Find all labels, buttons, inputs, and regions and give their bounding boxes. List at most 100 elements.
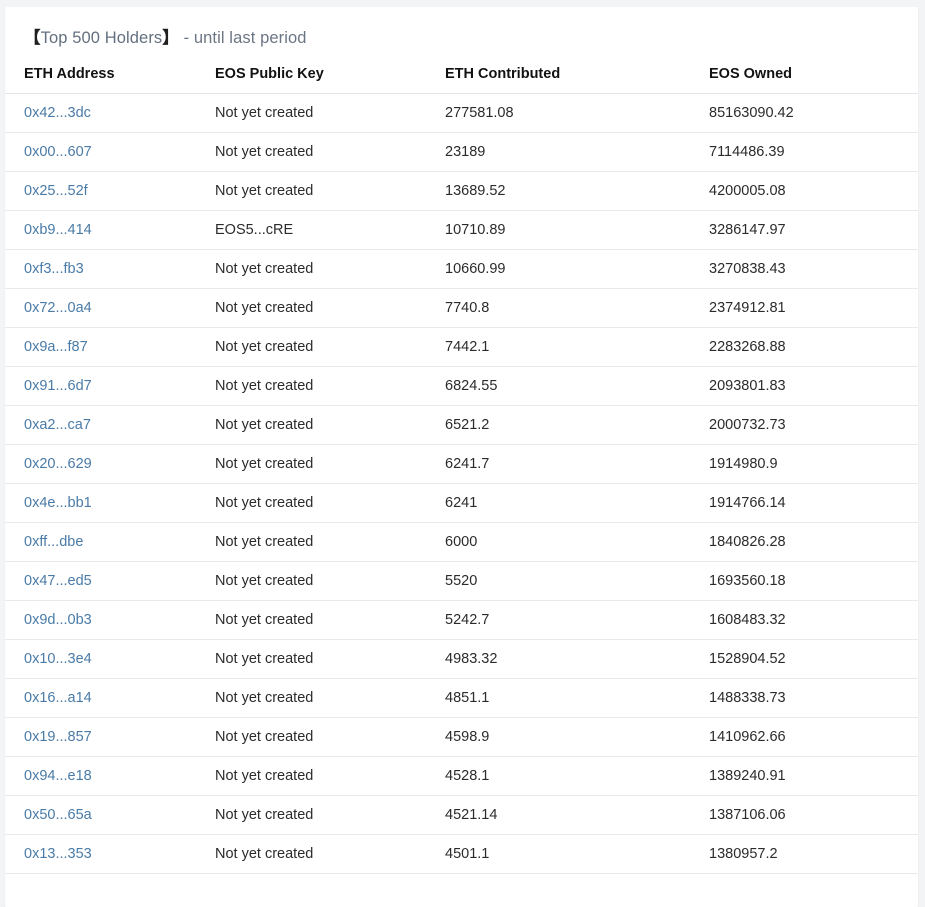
- cell-eos-public-key: Not yet created: [215, 288, 445, 328]
- cell-eth-contributed: 5242.7: [445, 600, 709, 640]
- cell-eth-contributed: 4851.1: [445, 678, 709, 718]
- cell-eth-contributed: 4501.1: [445, 834, 709, 874]
- column-header-eth-contributed: ETH Contributed: [445, 65, 709, 94]
- eth-address-link[interactable]: 0x50...65a: [24, 806, 92, 823]
- table-row: 0x25...52f Not yet created 13689.52 4200005…: [5, 171, 918, 211]
- cell-eos-public-key: Not yet created: [215, 600, 445, 640]
- cell-eos-owned: 1528904.52: [709, 639, 918, 679]
- cell-eos-owned: 2283268.88: [709, 327, 918, 367]
- page-title: 【Top 500 Holders】 - until last period: [5, 7, 918, 49]
- cell-eth-contributed: 7442.1: [445, 327, 709, 367]
- eth-address-link[interactable]: 0x4e...bb1: [24, 494, 92, 511]
- table-row: 0x4e...bb1 Not yet created 6241 1914766.14: [5, 483, 918, 523]
- column-header-eos-public-key: EOS Public Key: [215, 65, 445, 94]
- table-row: 0x13...353 Not yet created 4501.1 1380957.2: [5, 834, 918, 874]
- cell-eos-public-key: Not yet created: [215, 561, 445, 601]
- page-root: 【Top 500 Holders】 - until last period ET…: [5, 7, 918, 907]
- table-row: 0x00...607 Not yet created 23189 7114486.39: [5, 132, 918, 172]
- column-header-eos-owned: EOS Owned: [709, 65, 918, 94]
- cell-eos-public-key: Not yet created: [215, 834, 445, 874]
- top-holders-card: 【Top 500 Holders】 - until last period ET…: [5, 7, 918, 907]
- eth-address-link[interactable]: 0xa2...ca7: [24, 416, 91, 433]
- cell-eth-address: 0x9a...f87: [5, 327, 215, 367]
- cell-eth-address: 0xb9...414: [5, 210, 215, 250]
- cell-eos-owned: 1410962.66: [709, 717, 918, 757]
- table-row: 0x9d...0b3 Not yet created 5242.7 1608483.3…: [5, 600, 918, 640]
- table-row: 0x50...65a Not yet created 4521.14 1387106.…: [5, 795, 918, 835]
- eth-address-link[interactable]: 0xf3...fb3: [24, 260, 84, 277]
- cell-eth-address: 0xa2...ca7: [5, 405, 215, 445]
- table-header: ETH Address EOS Public Key ETH Contribut…: [5, 65, 918, 94]
- cell-eth-address: 0x91...6d7: [5, 366, 215, 406]
- title-subtitle: - until last period: [178, 29, 307, 47]
- cell-eos-public-key: Not yet created: [215, 756, 445, 796]
- title-bracket-open: 【: [24, 29, 41, 47]
- cell-eos-public-key: Not yet created: [215, 132, 445, 172]
- cell-eth-contributed: 13689.52: [445, 171, 709, 211]
- table-row: 0x91...6d7 Not yet created 6824.55 2093801.…: [5, 366, 918, 406]
- table-row: 0xa2...ca7 Not yet created 6521.2 2000732.7…: [5, 405, 918, 445]
- cell-eth-address: 0x25...52f: [5, 171, 215, 211]
- eth-address-link[interactable]: 0x42...3dc: [24, 104, 91, 121]
- cell-eos-public-key: Not yet created: [215, 444, 445, 484]
- eth-address-link[interactable]: 0x91...6d7: [24, 377, 92, 394]
- cell-eos-public-key: Not yet created: [215, 93, 445, 133]
- cell-eos-owned: 4200005.08: [709, 171, 918, 211]
- cell-eos-owned: 1488338.73: [709, 678, 918, 718]
- eth-address-link[interactable]: 0x94...e18: [24, 767, 92, 784]
- table-row: 0x10...3e4 Not yet created 4983.32 1528904.…: [5, 639, 918, 679]
- eth-address-link[interactable]: 0xb9...414: [24, 221, 92, 238]
- eth-address-link[interactable]: 0x19...857: [24, 728, 92, 745]
- cell-eth-address: 0x00...607: [5, 132, 215, 172]
- cell-eos-owned: 1840826.28: [709, 522, 918, 562]
- eth-address-link[interactable]: 0xff...dbe: [24, 533, 84, 550]
- cell-eos-owned: 1380957.2: [709, 834, 918, 874]
- table-row: 0xff...dbe Not yet created 6000 1840826.28: [5, 522, 918, 562]
- cell-eos-owned: 85163090.42: [709, 93, 918, 133]
- eth-address-link[interactable]: 0x47...ed5: [24, 572, 92, 589]
- cell-eos-owned: 1693560.18: [709, 561, 918, 601]
- cell-eth-contributed: 6521.2: [445, 405, 709, 445]
- title-main-text: Top 500 Holders: [40, 29, 163, 47]
- eth-address-link[interactable]: 0x25...52f: [24, 182, 88, 199]
- cell-eos-owned: 3286147.97: [709, 210, 918, 250]
- eth-address-link[interactable]: 0x10...3e4: [24, 650, 92, 667]
- eth-address-link[interactable]: 0x9a...f87: [24, 338, 88, 355]
- cell-eos-owned: 1914766.14: [709, 483, 918, 523]
- cell-eth-contributed: 4521.14: [445, 795, 709, 835]
- cell-eth-address: 0x19...857: [5, 717, 215, 757]
- table-row: 0x47...ed5 Not yet created 5520 1693560.18: [5, 561, 918, 601]
- table-row: 0x20...629 Not yet created 6241.7 1914980.9: [5, 444, 918, 484]
- cell-eth-address: 0x47...ed5: [5, 561, 215, 601]
- cell-eth-contributed: 4598.9: [445, 717, 709, 757]
- table-row: 0xf3...fb3 Not yet created 10660.99 3270838…: [5, 249, 918, 289]
- cell-eos-public-key: Not yet created: [215, 522, 445, 562]
- eth-address-link[interactable]: 0x72...0a4: [24, 299, 92, 316]
- eth-address-link[interactable]: 0x13...353: [24, 845, 92, 862]
- cell-eth-contributed: 277581.08: [445, 93, 709, 133]
- cell-eth-address: 0x9d...0b3: [5, 600, 215, 640]
- cell-eos-owned: 1387106.06: [709, 795, 918, 835]
- cell-eos-public-key: Not yet created: [215, 483, 445, 523]
- cell-eth-contributed: 6000: [445, 522, 709, 562]
- eth-address-link[interactable]: 0x9d...0b3: [24, 611, 92, 628]
- cell-eth-contributed: 4983.32: [445, 639, 709, 679]
- table-body: 0x42...3dc Not yet created 277581.08 851630…: [5, 93, 918, 874]
- cell-eth-contributed: 7740.8: [445, 288, 709, 328]
- cell-eos-public-key: Not yet created: [215, 366, 445, 406]
- cell-eos-owned: 7114486.39: [709, 132, 918, 172]
- cell-eth-contributed: 10710.89: [445, 210, 709, 250]
- eth-address-link[interactable]: 0x16...a14: [24, 689, 92, 706]
- cell-eth-address: 0x10...3e4: [5, 639, 215, 679]
- cell-eth-address: 0xff...dbe: [5, 522, 215, 562]
- table-row: 0x9a...f87 Not yet created 7442.1 2283268.8…: [5, 327, 918, 367]
- cell-eos-public-key: Not yet created: [215, 405, 445, 445]
- eth-address-link[interactable]: 0x20...629: [24, 455, 92, 472]
- cell-eos-public-key: EOS5...cRE: [215, 210, 445, 250]
- eth-address-link[interactable]: 0x00...607: [24, 143, 92, 160]
- cell-eth-address: 0x20...629: [5, 444, 215, 484]
- cell-eth-address: 0xf3...fb3: [5, 249, 215, 289]
- cell-eth-address: 0x72...0a4: [5, 288, 215, 328]
- table-row: 0x72...0a4 Not yet created 7740.8 2374912.8…: [5, 288, 918, 328]
- table-header-row: ETH Address EOS Public Key ETH Contribut…: [5, 65, 918, 94]
